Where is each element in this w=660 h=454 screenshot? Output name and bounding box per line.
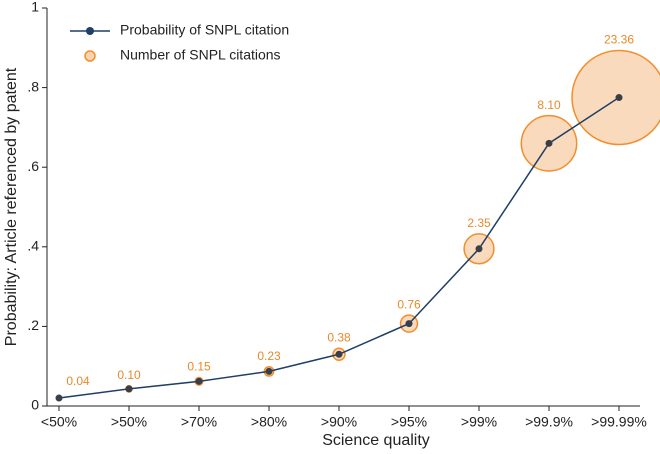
x-tick-label: >99.99% xyxy=(591,414,647,430)
y-tick-label: .6 xyxy=(27,158,39,174)
value-label: 0.10 xyxy=(117,368,141,382)
value-label: 0.04 xyxy=(66,374,90,388)
y-tick-label: 1 xyxy=(31,0,39,15)
x-tick-label: <50% xyxy=(41,414,77,430)
x-tick-label: >50% xyxy=(111,414,147,430)
point xyxy=(615,94,623,102)
point xyxy=(265,367,273,375)
y-tick-label: 0 xyxy=(31,397,39,413)
value-label: 0.38 xyxy=(327,330,351,344)
value-label: 2.35 xyxy=(467,216,491,230)
x-axis-label: Science quality xyxy=(322,432,430,449)
value-label: 0.23 xyxy=(257,349,281,363)
x-tick-label: >99.9% xyxy=(525,414,573,430)
point xyxy=(475,245,483,253)
legend-point xyxy=(86,27,94,35)
x-tick-label: >90% xyxy=(321,414,357,430)
point xyxy=(195,377,203,385)
point xyxy=(335,350,343,358)
point xyxy=(55,394,63,402)
y-axis-label: Probability: Article referenced by paten… xyxy=(3,67,20,346)
value-label: 0.76 xyxy=(397,297,421,311)
value-label: 8.10 xyxy=(537,98,561,112)
y-tick-label: .8 xyxy=(27,78,39,94)
y-tick-label: .2 xyxy=(27,317,39,333)
y-tick-label: .4 xyxy=(27,238,39,254)
legend-bubble xyxy=(84,50,96,62)
value-label: 0.15 xyxy=(187,360,211,374)
x-tick-label: >70% xyxy=(181,414,217,430)
point xyxy=(545,139,553,147)
point xyxy=(405,320,413,328)
x-tick-label: >99% xyxy=(461,414,497,430)
legend-label: Probability of SNPL citation xyxy=(120,22,289,38)
point xyxy=(125,385,133,393)
legend-label: Number of SNPL citations xyxy=(120,47,281,63)
x-tick-label: >95% xyxy=(391,414,427,430)
x-tick-label: >80% xyxy=(251,414,287,430)
value-label: 23.36 xyxy=(604,33,634,47)
